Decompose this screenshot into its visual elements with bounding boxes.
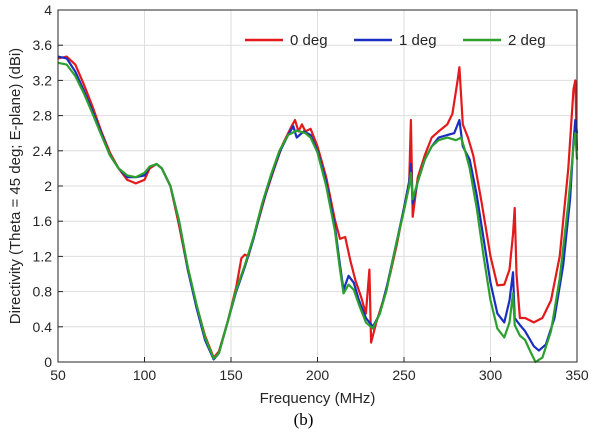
- legend-label-2: 2 deg: [508, 32, 546, 49]
- x-tick-label: 350: [565, 367, 589, 383]
- x-tick-label: 150: [219, 367, 243, 383]
- axes: [57, 9, 578, 363]
- y-tick-label: 3.6: [33, 37, 53, 53]
- tick-labels: 50 100 150 200 250 300 350 0 0.4 0.8 1.2 1.6 2 2.4 2.8…: [33, 2, 589, 383]
- y-tick-label: 2.8: [33, 108, 53, 124]
- grid: [57, 9, 578, 363]
- x-tick-label: 100: [133, 367, 157, 383]
- y-tick-label: 0.4: [33, 319, 53, 335]
- x-tick-label: 250: [392, 367, 416, 383]
- y-tick-label: 0: [44, 354, 52, 370]
- y-tick-label: 3.2: [33, 72, 53, 88]
- x-tick-label: 50: [50, 367, 66, 383]
- y-tick-label: 0.8: [33, 284, 53, 300]
- y-tick-label: 2: [44, 178, 52, 194]
- y-axis-label: Directivity (Theta = 45 deg; E-plane) (d…: [7, 48, 24, 324]
- x-tick-label: 200: [306, 367, 330, 383]
- x-tick-label: 300: [479, 367, 503, 383]
- y-tick-label: 4: [44, 2, 52, 18]
- legend-label-0: 0 deg: [290, 32, 328, 49]
- series-line-2: [57, 61, 579, 364]
- y-tick-label: 1.6: [33, 213, 53, 229]
- plot-frame: [57, 9, 578, 363]
- legend-label-1: 1 deg: [399, 32, 437, 49]
- y-tick-label: 1.2: [33, 248, 53, 264]
- figure-caption: (b): [293, 410, 314, 429]
- y-tick-label: 2.4: [33, 143, 53, 159]
- x-axis-label: Frequency (MHz): [260, 390, 376, 407]
- legend: 0 deg 1 deg 2 deg: [245, 32, 546, 49]
- series-layer: [57, 55, 579, 364]
